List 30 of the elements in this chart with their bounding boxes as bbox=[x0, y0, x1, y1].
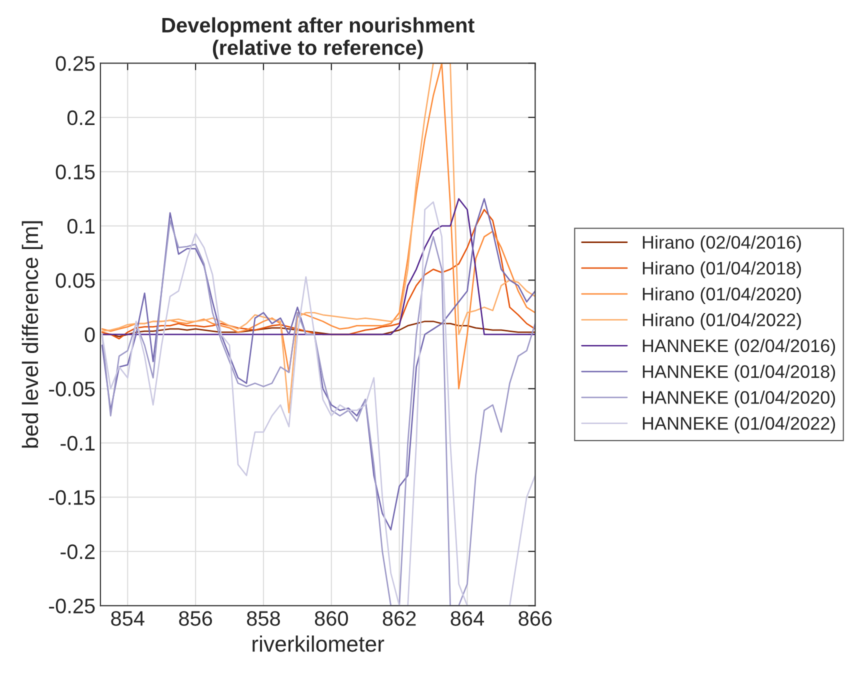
legend-label: HANNEKE (01/04/2020) bbox=[642, 390, 836, 408]
x-tick-label: 862 bbox=[382, 611, 416, 626]
x-tick-label: 854 bbox=[111, 611, 144, 626]
legend-label: Hirano (01/04/2020) bbox=[642, 287, 801, 304]
y-tick-label: 0.1 bbox=[67, 218, 95, 234]
y-tick-label: 0 bbox=[84, 327, 95, 342]
x-tick-label: 858 bbox=[247, 611, 280, 626]
y-tick-label: 0.25 bbox=[56, 56, 95, 71]
x-tick-label: 856 bbox=[179, 611, 212, 626]
y-tick-label: -0.1 bbox=[60, 436, 95, 451]
y-tick-label: 0.05 bbox=[56, 273, 95, 288]
legend-label: Hirano (02/04/2016) bbox=[642, 235, 801, 252]
y-tick-label: 0.2 bbox=[67, 110, 95, 126]
legend-label: Hirano (01/04/2018) bbox=[642, 261, 801, 278]
legend-label: Hirano (01/04/2022) bbox=[642, 313, 801, 330]
x-tick-label: 866 bbox=[518, 611, 552, 626]
y-tick-label: -0.05 bbox=[49, 382, 95, 396]
x-tick-label: 864 bbox=[450, 611, 484, 626]
legend-label: HANNEKE (01/04/2018) bbox=[642, 364, 836, 382]
y-tick-label: -0.2 bbox=[60, 544, 95, 560]
line-series bbox=[101, 198, 536, 530]
x-axis-title: riverkilometer bbox=[252, 636, 384, 652]
y-tick-label: -0.15 bbox=[49, 490, 95, 505]
x-tick-label: 860 bbox=[314, 611, 348, 626]
y-axis-title: bed level difference [m] bbox=[22, 221, 43, 448]
chart-title: Development after nourishment (relative to reference) bbox=[162, 17, 474, 60]
y-tick-label: -0.25 bbox=[49, 598, 95, 614]
y-tick-label: 0.15 bbox=[56, 164, 95, 180]
legend-label: HANNEKE (01/04/2022) bbox=[642, 416, 836, 434]
legend-label: HANNEKE (02/04/2016) bbox=[642, 338, 836, 356]
